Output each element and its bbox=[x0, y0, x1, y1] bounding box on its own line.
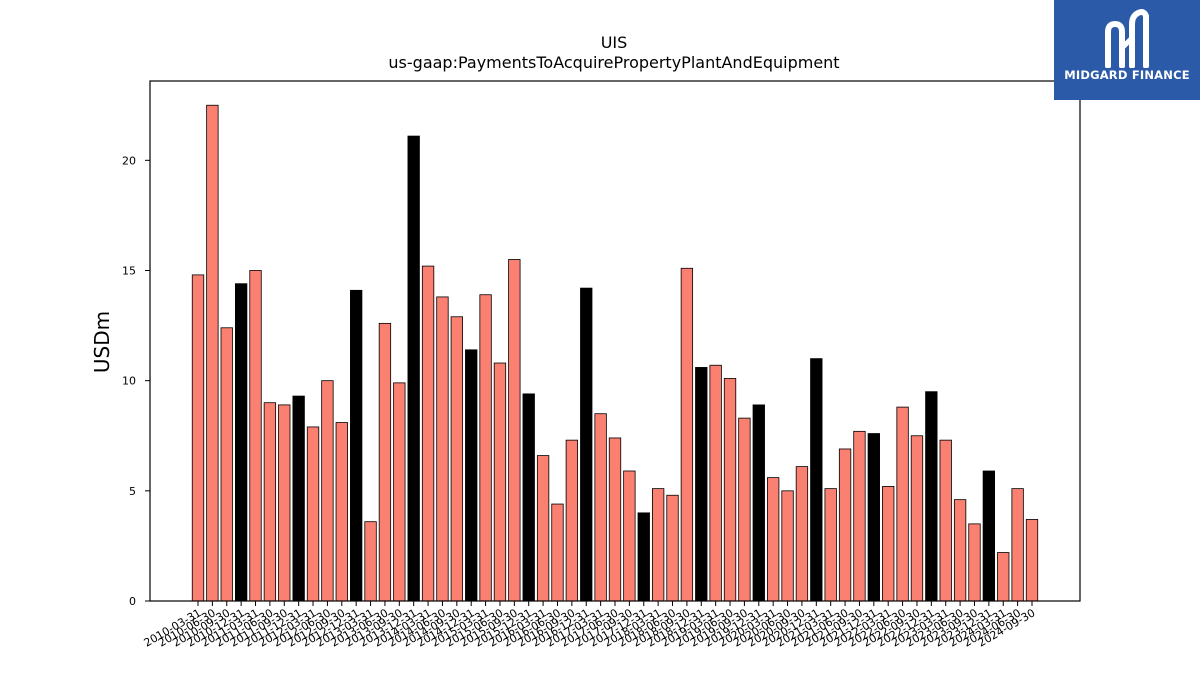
y-axis-label: USDm bbox=[90, 311, 114, 373]
bar-2013-06-30 bbox=[378, 322, 392, 602]
bar-2015-06-30 bbox=[493, 362, 507, 602]
bar-2014-06-30 bbox=[436, 296, 449, 602]
bar-2021-06-30 bbox=[838, 448, 852, 602]
bar-2018-06-30 bbox=[666, 494, 679, 602]
bar-2013-09-30 bbox=[393, 382, 406, 602]
bar-2016-06-30 bbox=[551, 503, 564, 602]
bar-2017-03-31 bbox=[594, 413, 607, 602]
bar-2017-09-30 bbox=[623, 470, 636, 602]
bar-2024-09-30 bbox=[1025, 519, 1039, 602]
x-axis-ticks: 2010-03-312010-06-302010-09-302010-12-31… bbox=[142, 601, 1038, 650]
bar-2018-09-30 bbox=[680, 267, 694, 602]
bar-2010-12-31 bbox=[234, 283, 248, 602]
bar-2012-12-31 bbox=[350, 289, 363, 602]
y-tick-label: 5 bbox=[129, 485, 136, 498]
bar-2021-12-31 bbox=[867, 433, 880, 602]
bar-2013-12-31 bbox=[407, 135, 420, 602]
bar-2011-09-30 bbox=[278, 404, 291, 602]
logo-text: MIDGARD FINANCE bbox=[1064, 68, 1190, 82]
bar-2020-12-31 bbox=[810, 358, 823, 602]
bar-2010-09-30 bbox=[220, 327, 233, 602]
bar-2011-06-30 bbox=[263, 402, 277, 602]
bar-2022-06-30 bbox=[896, 406, 909, 602]
bar-2019-03-31 bbox=[709, 364, 722, 602]
bar-2014-12-31 bbox=[465, 349, 478, 602]
bar-2019-06-30 bbox=[723, 378, 737, 602]
bar-2023-06-30 bbox=[953, 499, 967, 602]
bar-2016-09-30 bbox=[565, 439, 579, 602]
plot-frame bbox=[149, 80, 1081, 602]
bar-2015-09-30 bbox=[508, 259, 521, 602]
y-tick-label: 10 bbox=[122, 375, 136, 388]
bar-2011-12-31 bbox=[292, 395, 305, 602]
bar-2023-03-31 bbox=[939, 439, 952, 602]
bar-2021-09-30 bbox=[853, 430, 866, 602]
bar-2023-12-31 bbox=[982, 470, 996, 602]
bar-2022-03-31 bbox=[882, 486, 895, 602]
bar-2016-03-31 bbox=[536, 455, 550, 602]
chart-subtitle: us-gaap:PaymentsToAcquirePropertyPlantAn… bbox=[388, 53, 839, 72]
bar-2010-06-30 bbox=[206, 104, 219, 602]
y-axis-ticks: 0 5 10 15 20 bbox=[122, 154, 150, 608]
bar-2020-06-30 bbox=[781, 490, 794, 602]
bars-group bbox=[191, 104, 1039, 602]
bar-2020-03-31 bbox=[767, 477, 780, 602]
bar-2014-03-31 bbox=[421, 265, 435, 602]
bar-2018-03-31 bbox=[651, 488, 665, 602]
bar-2016-12-31 bbox=[580, 287, 593, 602]
bar-2019-12-31 bbox=[752, 404, 765, 602]
bar-2018-12-31 bbox=[695, 367, 708, 602]
bar-2022-09-30 bbox=[910, 435, 924, 602]
bar-2012-09-30 bbox=[335, 422, 348, 602]
bar-2019-09-30 bbox=[738, 417, 751, 602]
logo-mark-icon bbox=[1105, 9, 1149, 68]
bar-2015-12-31 bbox=[522, 393, 535, 602]
bar-2012-06-30 bbox=[321, 380, 334, 602]
bar-2015-03-31 bbox=[479, 294, 492, 602]
bar-2021-03-31 bbox=[824, 488, 837, 602]
bar-2020-09-30 bbox=[795, 466, 809, 602]
bar-2022-12-31 bbox=[925, 391, 938, 602]
bar-2010-03-31 bbox=[191, 274, 205, 602]
y-tick-label: 20 bbox=[122, 154, 136, 167]
bar-2011-03-31 bbox=[249, 270, 262, 602]
midgard-finance-logo: MIDGARD FINANCE bbox=[1054, 0, 1200, 100]
y-tick-label: 0 bbox=[129, 595, 136, 608]
bar-2017-12-31 bbox=[637, 512, 650, 602]
bar-2024-03-31 bbox=[997, 552, 1010, 602]
bar-2012-03-31 bbox=[306, 426, 320, 602]
bar-2013-03-31 bbox=[364, 521, 377, 602]
bar-2023-09-30 bbox=[968, 523, 981, 602]
bar-2024-06-30 bbox=[1011, 488, 1024, 602]
bar-2014-09-30 bbox=[450, 316, 463, 602]
chart-title: UIS bbox=[601, 33, 628, 52]
y-tick-label: 15 bbox=[122, 264, 136, 277]
bar-2017-06-30 bbox=[608, 437, 622, 602]
